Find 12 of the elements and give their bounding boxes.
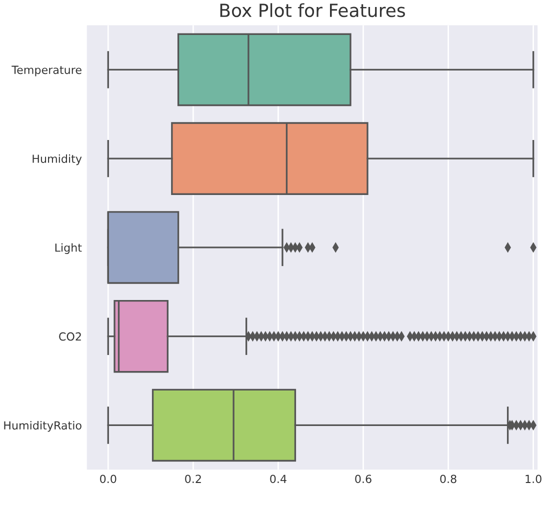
x-tick-label: 0.4 (270, 474, 286, 484)
x-tick-label: 0.0 (100, 474, 116, 484)
x-tick-label: 0.2 (185, 474, 201, 484)
y-tick-label: CO2 (59, 332, 81, 341)
y-tick-label: HumidityRatio (4, 420, 82, 432)
y-tick-label: Humidity (32, 154, 82, 166)
x-tick-label: 0.8 (440, 474, 456, 484)
x-tick-label: 0.6 (355, 474, 372, 484)
chart-title: Box Plot for Features (220, 3, 405, 18)
y-tick-label: Light (55, 243, 82, 254)
x-tick-label: 1.0 (526, 474, 542, 484)
y-tick-label: Temperature (12, 66, 82, 76)
